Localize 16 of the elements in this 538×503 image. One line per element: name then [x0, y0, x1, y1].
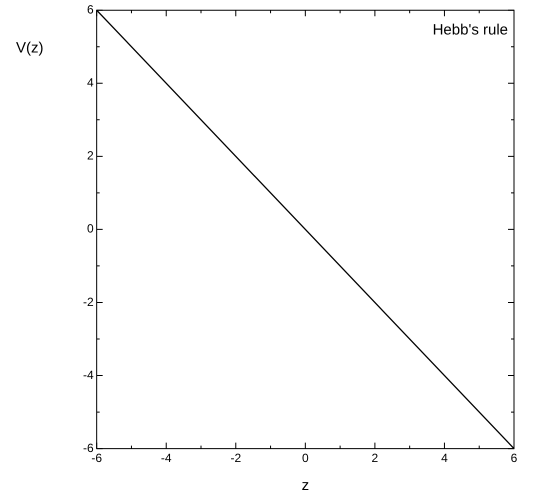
- y-tick-label: 6: [86, 2, 94, 17]
- y-tick-label: 4: [86, 76, 94, 90]
- x-tick-label: 6: [510, 451, 518, 466]
- x-tick-label: 2: [372, 451, 379, 466]
- y-axis-title: V(z): [16, 39, 44, 56]
- x-tick-label: 0: [302, 451, 309, 466]
- y-tick-label: 2: [86, 148, 94, 163]
- y-tick-label: 0: [86, 222, 94, 236]
- x-tick-label: 4: [441, 451, 448, 466]
- y-tick-label: -2: [83, 294, 94, 309]
- x-tick-label: -4: [160, 451, 172, 466]
- x-axis-title: z: [302, 477, 310, 494]
- x-tick-label: -2: [230, 451, 242, 466]
- annotation: Hebb's rule: [432, 21, 508, 38]
- y-tick-label: -6: [83, 440, 94, 455]
- y-tick-label: -4: [83, 368, 94, 382]
